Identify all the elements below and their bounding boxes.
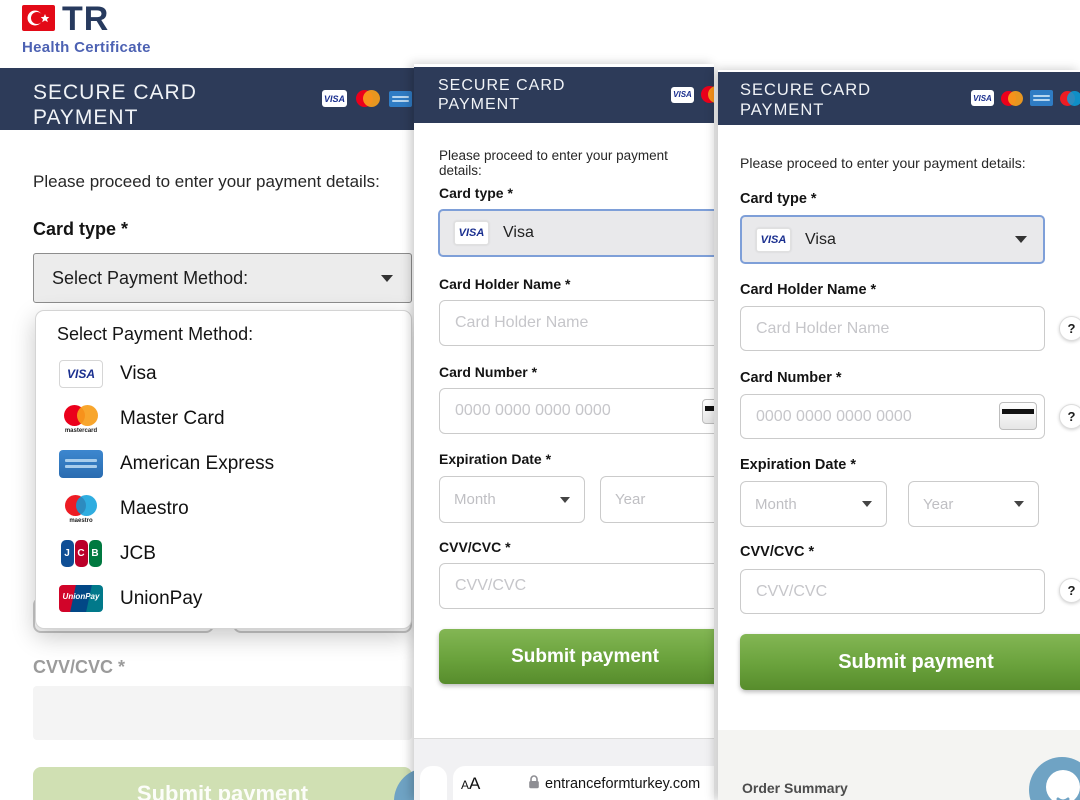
card-number-label: Card Number * [439, 364, 538, 380]
site-url: entranceformturkey.com [545, 776, 701, 792]
selected-card-type: Visa [805, 230, 836, 248]
chevron-down-icon [1014, 501, 1024, 507]
year-select[interactable]: Year [600, 476, 714, 523]
card-number-input[interactable] [439, 388, 714, 434]
card-type-label: Card type * [33, 219, 129, 239]
month-select[interactable]: Month [740, 481, 887, 527]
header-title: SECURE CARD PAYMENT [438, 77, 566, 113]
expiration-date-label: Expiration Date * [439, 451, 552, 467]
chevron-down-icon [862, 501, 872, 507]
credit-card-icon [999, 402, 1037, 430]
card-type-select[interactable]: VISA Visa [740, 215, 1045, 264]
cvv-label-dimmed: CVV/CVC * [33, 657, 126, 677]
panel-middle-screenshot: SECURE CARD PAYMENT VISA Please proceed t… [414, 64, 714, 800]
brand-logo: TR Health Certificate [22, 0, 151, 56]
card-type-label: Card type * [740, 191, 817, 207]
visa-icon: VISA [971, 90, 994, 106]
lock-icon [528, 775, 540, 793]
credit-card-icon [702, 399, 714, 424]
panel-left-screenshot: TR Health Certificate SECURE CARD PAYMENT… [0, 0, 415, 800]
card-number-input[interactable] [740, 394, 1045, 439]
accepted-cards-icons: VISA [671, 86, 714, 103]
chevron-down-icon [560, 496, 570, 503]
card-holder-label: Card Holder Name * [740, 282, 877, 298]
chevron-down-icon [1015, 236, 1027, 243]
help-icon[interactable]: ? [1059, 578, 1080, 603]
card-holder-input[interactable] [740, 306, 1045, 351]
secure-payment-header: SECURE CARD PAYMENT VISA [0, 68, 415, 130]
card-number-label: Card Number * [740, 370, 842, 386]
year-select[interactable]: Year [908, 481, 1039, 527]
cvv-input[interactable] [740, 569, 1045, 614]
mastercard-icon [356, 90, 380, 107]
chevron-down-icon [381, 274, 393, 282]
brand-acronym: TR [62, 0, 110, 38]
card-holder-label: Card Holder Name * [439, 276, 571, 292]
payment-method-dropdown: Select Payment Method: VISA Visa masterc… [35, 310, 412, 629]
dropdown-option-placeholder[interactable]: Select Payment Method: [57, 324, 254, 344]
mastercard-icon [1001, 90, 1023, 106]
cvv-input[interactable] [439, 563, 714, 609]
help-icon[interactable]: ? [1059, 316, 1080, 341]
brand-subtitle: Health Certificate [22, 39, 151, 56]
month-select[interactable]: Month [439, 476, 585, 523]
header-title: SECURE CARD PAYMENT [33, 81, 197, 129]
previous-tab-fragment[interactable] [420, 766, 447, 800]
chat-bubble-icon[interactable] [1029, 757, 1080, 800]
secure-payment-header: SECURE CARD PAYMENT VISA [718, 72, 1080, 125]
amex-icon [1030, 90, 1053, 106]
help-icon[interactable]: ? [1059, 404, 1080, 429]
payment-intro-text: Please proceed to enter your payment det… [740, 155, 1026, 171]
dropdown-option-visa[interactable]: VISA Visa [36, 351, 411, 396]
card-holder-input[interactable] [439, 300, 714, 346]
card-type-select[interactable]: VISA Visa [438, 209, 714, 257]
unionpay-icon: UnionPay [58, 584, 104, 614]
accepted-cards-icons: VISA [322, 90, 412, 107]
card-type-select[interactable]: Select Payment Method: [33, 253, 412, 303]
card-type-label: Card type * [439, 185, 513, 201]
dropdown-option-mastercard[interactable]: mastercard Master Card [36, 396, 411, 441]
turkish-flag-icon [22, 5, 55, 36]
cvv-label: CVV/CVC * [439, 539, 511, 555]
dropdown-option-amex[interactable]: American Express [36, 441, 411, 486]
cvv-input-dimmed[interactable] [33, 686, 412, 740]
cvv-label: CVV/CVC * [740, 544, 815, 560]
payment-intro-text: Please proceed to enter your payment det… [439, 148, 668, 178]
submit-button-dimmed[interactable]: Submit payment [33, 767, 412, 800]
visa-icon: VISA [322, 90, 347, 107]
order-summary-label: Order Summary [742, 780, 848, 796]
order-summary-section: Order Summary [718, 730, 1080, 800]
amex-icon [389, 90, 412, 107]
visa-icon: VISA [58, 359, 104, 389]
dropdown-option-unionpay[interactable]: UnionPay UnionPay [36, 576, 411, 621]
dropdown-option-maestro[interactable]: maestro Maestro [36, 486, 411, 531]
payment-intro-text: Please proceed to enter your payment det… [33, 172, 380, 191]
submit-payment-button[interactable]: Submit payment [439, 629, 714, 684]
accepted-cards-icons: VISA [971, 90, 1080, 106]
visa-icon: VISA [454, 221, 489, 245]
maestro-icon: maestro [58, 494, 104, 524]
selected-card-type: Visa [503, 224, 534, 241]
secure-payment-header: SECURE CARD PAYMENT VISA [414, 67, 714, 123]
mastercard-icon: mastercard [58, 404, 104, 434]
mastercard-icon [701, 86, 714, 103]
visa-icon: VISA [671, 86, 694, 103]
amex-icon [58, 449, 104, 479]
maestro-icon [1060, 90, 1080, 106]
submit-payment-button[interactable]: Submit payment [740, 634, 1080, 690]
panel-right-screenshot: SECURE CARD PAYMENT VISA Please proceed t… [718, 70, 1080, 800]
visa-icon: VISA [756, 227, 791, 252]
header-title: SECURE CARD PAYMENT [740, 81, 872, 119]
expiration-date-label: Expiration Date * [740, 457, 857, 473]
